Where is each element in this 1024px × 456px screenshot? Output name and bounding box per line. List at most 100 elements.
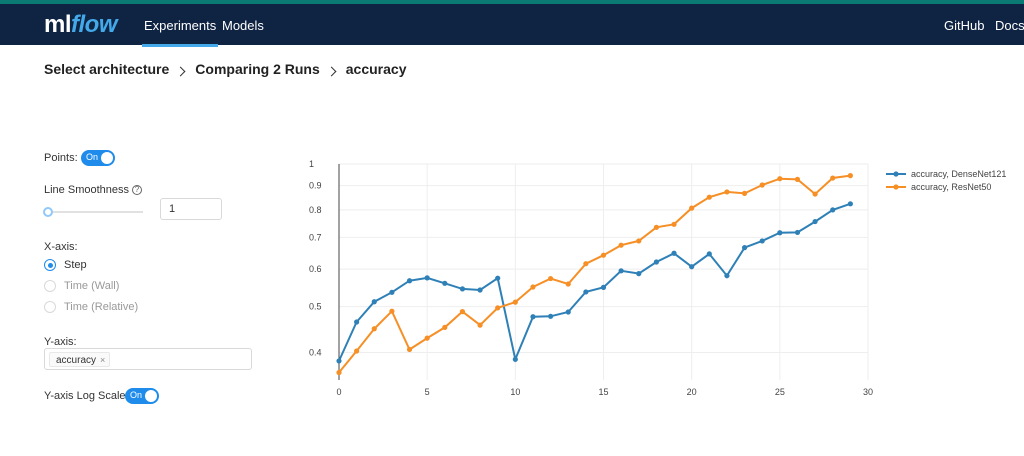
data-point: [671, 250, 677, 256]
data-point: [548, 275, 554, 282]
data-point: [618, 268, 624, 274]
data-point: [636, 271, 642, 277]
data-point: [424, 335, 430, 341]
data-point: [618, 242, 624, 248]
data-point: [706, 194, 712, 200]
data-point: [741, 190, 748, 196]
data-point: [565, 281, 571, 287]
x-tick-label: 15: [598, 387, 608, 397]
data-point: [830, 207, 836, 213]
data-point: [777, 176, 783, 182]
toggle-knob: [101, 152, 113, 164]
data-point: [741, 245, 748, 251]
radio-icon[interactable]: [44, 301, 56, 313]
nav-docs[interactable]: Docs: [995, 18, 1024, 33]
data-point: [830, 175, 836, 181]
data-point: [583, 261, 589, 267]
top-accent-stripe: [0, 0, 1024, 4]
data-point: [777, 230, 783, 236]
data-point: [495, 305, 501, 311]
smoothness-slider-track[interactable]: [48, 211, 143, 213]
data-point: [389, 289, 395, 295]
x-tick-label: 10: [510, 387, 520, 397]
data-point: [512, 299, 518, 305]
data-point: [477, 287, 483, 293]
data-point: [689, 264, 695, 270]
data-point: [548, 313, 554, 319]
data-point: [794, 176, 801, 182]
y-tick-label: 0.4: [309, 348, 322, 358]
x-tick-label: 0: [336, 387, 341, 397]
data-point: [600, 252, 607, 258]
question-circle-icon[interactable]: ?: [132, 185, 142, 196]
smoothness-slider-handle[interactable]: [43, 207, 53, 217]
data-point: [442, 324, 448, 330]
legend-marker: [893, 184, 899, 190]
data-point: [759, 238, 765, 244]
data-point: [812, 191, 818, 197]
radio-checked-icon[interactable]: [44, 259, 56, 271]
data-point: [406, 346, 413, 353]
data-point: [495, 275, 501, 281]
y-tick-label: 0.7: [309, 232, 322, 242]
data-point: [600, 284, 607, 290]
points-label: Points:: [44, 152, 78, 164]
data-point: [354, 348, 360, 354]
y-tick-label: 0.5: [309, 302, 322, 312]
breadcrumb-experiment[interactable]: Select architecture: [44, 61, 170, 77]
smoothness-label: Line Smoothness?: [44, 184, 142, 196]
data-point: [442, 280, 448, 286]
smoothness-input[interactable]: 1: [160, 198, 222, 220]
nav-github[interactable]: GitHub: [944, 18, 985, 33]
xaxis-label: X-axis:: [44, 241, 78, 253]
top-navbar: mlflow Experiments Models GitHub Docs: [0, 4, 1024, 47]
series-line: [338, 174, 851, 374]
nav-models[interactable]: Models: [222, 18, 264, 33]
data-point: [336, 369, 342, 376]
data-point: [371, 299, 377, 305]
data-point: [477, 322, 483, 328]
x-tick-label: 20: [687, 387, 697, 397]
points-toggle[interactable]: On: [81, 150, 115, 166]
data-point: [689, 205, 695, 211]
nav-experiments[interactable]: Experiments: [141, 18, 219, 47]
x-tick-label: 30: [863, 387, 873, 397]
data-point: [336, 358, 342, 364]
data-point: [724, 189, 730, 195]
data-point: [389, 308, 395, 314]
data-point: [653, 259, 660, 265]
xaxis-option-wall[interactable]: Time (Wall): [44, 279, 119, 293]
data-point: [759, 182, 765, 188]
data-point: [459, 286, 466, 292]
y-tick-label: 0.9: [309, 181, 322, 191]
data-point: [565, 309, 571, 315]
data-point: [530, 284, 536, 290]
mlflow-logo[interactable]: mlflow: [44, 11, 118, 38]
breadcrumb-compare-runs[interactable]: Comparing 2 Runs: [195, 61, 320, 77]
radio-icon[interactable]: [44, 280, 56, 292]
logscale-label: Y-axis Log Scale:: [44, 390, 129, 402]
data-point: [847, 201, 853, 207]
logscale-toggle[interactable]: On: [125, 388, 159, 404]
xaxis-option-relative[interactable]: Time (Relative): [44, 300, 138, 314]
y-tick-label: 0.8: [309, 205, 322, 215]
data-point: [847, 173, 853, 179]
data-point: [459, 309, 466, 315]
breadcrumb: Select architecture Comparing 2 Runs acc…: [44, 61, 406, 77]
data-point: [530, 314, 536, 320]
data-point: [636, 238, 642, 244]
legend-label: accuracy, DenseNet121: [911, 169, 1006, 179]
xaxis-option-step[interactable]: Step: [44, 258, 87, 272]
data-point: [583, 289, 589, 295]
yaxis-metric-select[interactable]: accuracy ×: [44, 348, 252, 370]
close-icon[interactable]: ×: [100, 355, 106, 365]
y-tick-label: 1: [309, 159, 314, 169]
data-point: [354, 319, 360, 325]
legend-marker: [893, 171, 899, 177]
data-point: [794, 229, 801, 236]
data-point: [724, 273, 730, 279]
x-tick-label: 25: [775, 387, 785, 397]
data-point: [653, 224, 660, 230]
x-tick-label: 5: [425, 387, 430, 397]
